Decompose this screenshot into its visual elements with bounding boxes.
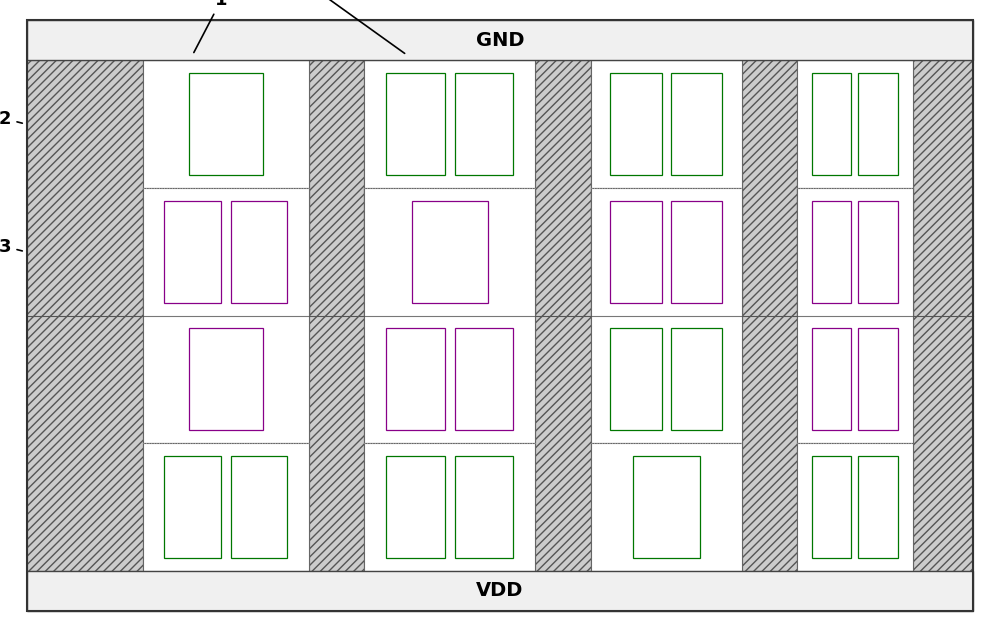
Bar [189, 328, 263, 430]
Text: 3: 3 [0, 238, 22, 256]
Bar [535, 60, 591, 571]
Bar [913, 60, 973, 571]
Bar [591, 188, 742, 443]
Bar [797, 188, 913, 316]
Bar [633, 456, 700, 558]
Bar [386, 328, 445, 430]
Bar [671, 328, 722, 430]
Bar [671, 73, 722, 175]
Bar [591, 188, 742, 316]
Bar [591, 60, 742, 316]
Bar [858, 456, 898, 558]
Bar [189, 73, 263, 175]
Bar [164, 456, 221, 558]
Bar [812, 456, 851, 558]
Bar [143, 188, 309, 316]
Text: 2: 2 [0, 110, 22, 128]
Bar [143, 443, 309, 571]
Text: GND: GND [476, 30, 524, 49]
Bar [27, 20, 973, 60]
Bar [610, 328, 662, 430]
Bar [591, 443, 742, 571]
Bar [364, 188, 535, 316]
Bar [858, 328, 898, 430]
Bar [27, 60, 143, 571]
Bar [455, 73, 513, 175]
Bar [812, 201, 851, 303]
Bar [797, 443, 913, 571]
Bar [364, 188, 535, 443]
Bar [455, 328, 513, 430]
Bar [797, 60, 913, 316]
Text: VDD: VDD [476, 582, 524, 601]
Bar [143, 60, 309, 316]
Bar [143, 188, 309, 443]
Bar [412, 201, 488, 303]
Bar [742, 60, 797, 571]
Bar [812, 328, 851, 430]
Bar [386, 456, 445, 558]
Text: 1: 1 [194, 0, 228, 52]
Bar [386, 73, 445, 175]
Bar [231, 201, 287, 303]
Bar [364, 60, 535, 316]
Bar [455, 456, 513, 558]
Bar [671, 201, 722, 303]
Bar [610, 73, 662, 175]
Bar [231, 456, 287, 558]
Bar [364, 443, 535, 571]
Bar [309, 60, 364, 571]
Bar [27, 571, 973, 611]
Bar [858, 73, 898, 175]
Bar [858, 201, 898, 303]
Bar [797, 188, 913, 443]
Bar [27, 60, 973, 571]
Bar [610, 201, 662, 303]
Bar [812, 73, 851, 175]
Text: 4: 4 [310, 0, 405, 54]
Bar [164, 201, 221, 303]
